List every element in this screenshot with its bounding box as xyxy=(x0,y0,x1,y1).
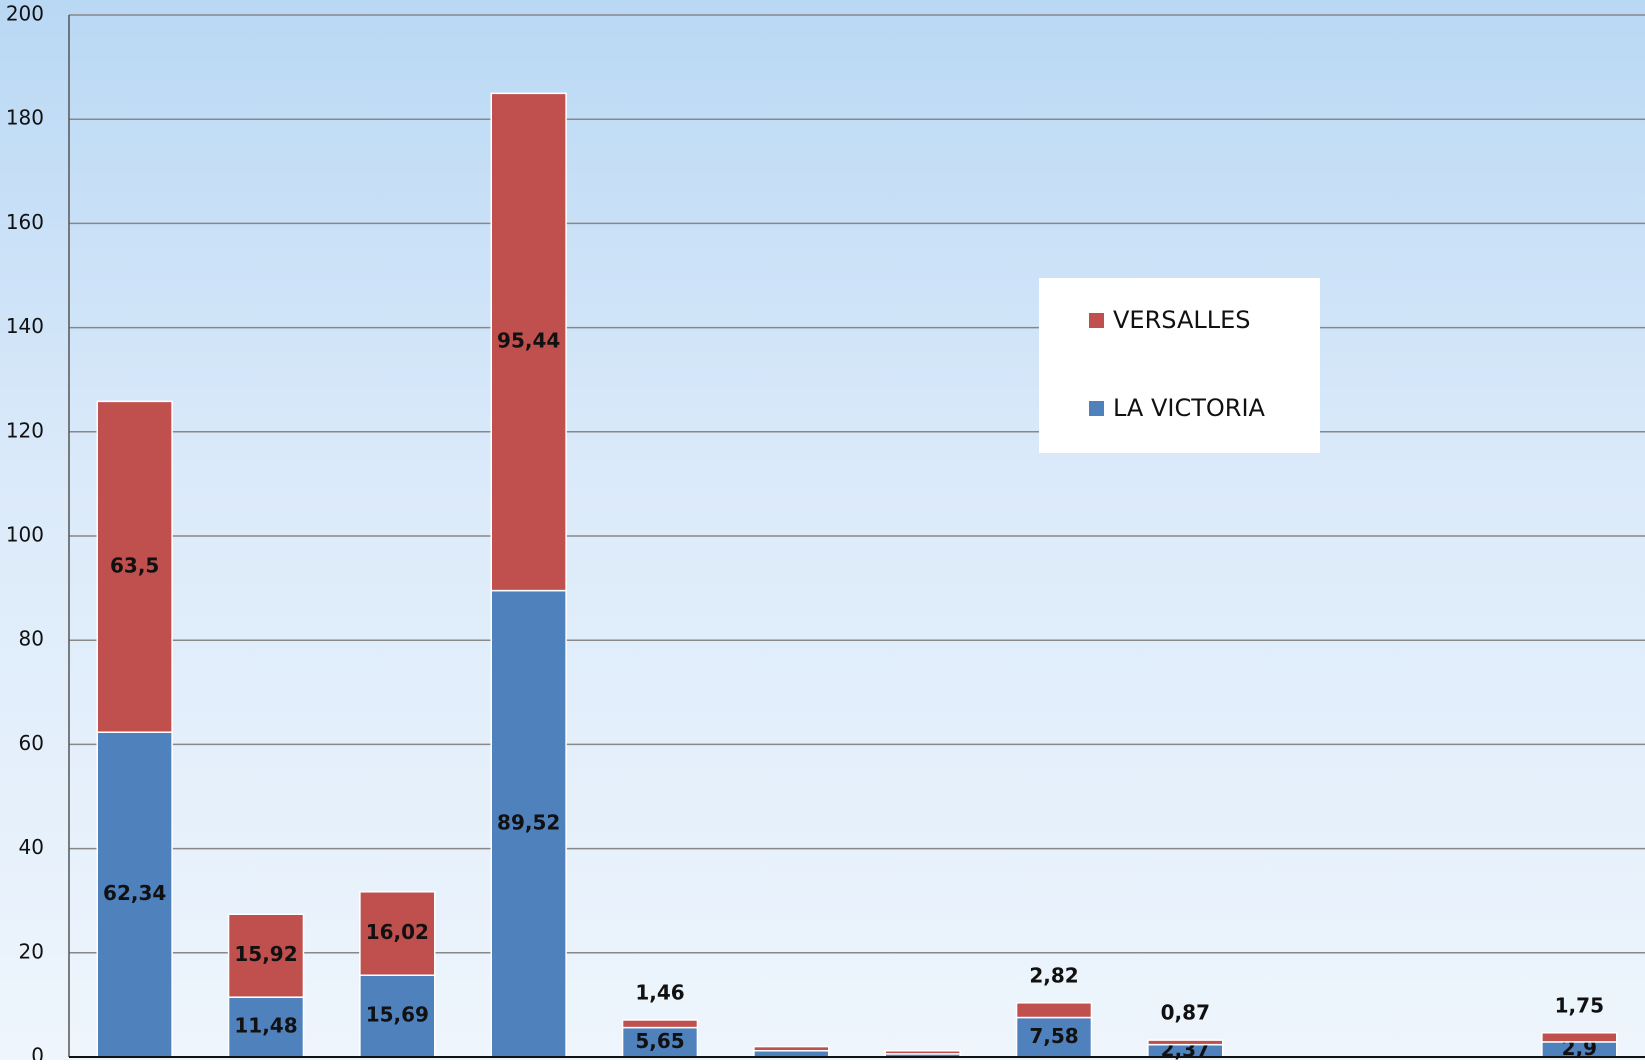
y-tick-label: 0 xyxy=(31,1044,44,1061)
bar-segment xyxy=(490,92,567,592)
bar-segment xyxy=(1015,1016,1093,1058)
data-label: 5,65 xyxy=(635,1029,684,1053)
y-tick-label: 120 xyxy=(6,418,44,442)
data-label: 2,82 xyxy=(1029,963,1078,987)
data-label: 89,52 xyxy=(497,810,560,834)
bar-segment xyxy=(1015,1002,1093,1019)
y-tick-label: 160 xyxy=(6,210,44,234)
y-tick-label: 20 xyxy=(19,939,44,963)
bar-segment xyxy=(359,891,436,977)
legend-swatch xyxy=(1089,401,1104,416)
data-label: 11,48 xyxy=(234,1014,297,1038)
data-label: 7,58 xyxy=(1029,1024,1078,1048)
data-label: 63,5 xyxy=(110,553,159,577)
y-tick-label: 80 xyxy=(19,627,44,651)
data-label: 0,87 xyxy=(1161,1001,1210,1025)
y-tick-label: 40 xyxy=(19,835,44,859)
y-tick-label: 200 xyxy=(6,2,44,26)
data-label: 16,02 xyxy=(366,920,429,944)
data-label: 15,69 xyxy=(366,1003,429,1027)
bar-segment xyxy=(490,589,567,1058)
bar-segment xyxy=(1541,1032,1618,1043)
legend-label: VERSALLES xyxy=(1113,306,1251,334)
bar-segment xyxy=(753,1045,830,1052)
bar-segment xyxy=(96,400,173,733)
legend-box xyxy=(1039,278,1320,453)
y-tick-label: 60 xyxy=(19,731,44,755)
bar-segment xyxy=(96,731,173,1058)
bar-segment xyxy=(884,1049,961,1055)
bar-segment xyxy=(621,1019,699,1029)
y-tick-label: 100 xyxy=(6,523,44,547)
data-label: 62,34 xyxy=(103,881,166,905)
legend-label: LA VICTORIA xyxy=(1113,394,1266,422)
y-tick-label: 140 xyxy=(6,314,44,338)
data-label: 95,44 xyxy=(497,328,560,352)
data-label: 1,75 xyxy=(1555,993,1604,1017)
y-tick-label: 180 xyxy=(6,106,44,130)
bar-segment xyxy=(227,913,305,998)
data-label: 1,46 xyxy=(635,980,684,1004)
legend-swatch xyxy=(1089,313,1104,328)
bar-segment xyxy=(1147,1039,1224,1046)
data-label: 15,92 xyxy=(234,942,297,966)
